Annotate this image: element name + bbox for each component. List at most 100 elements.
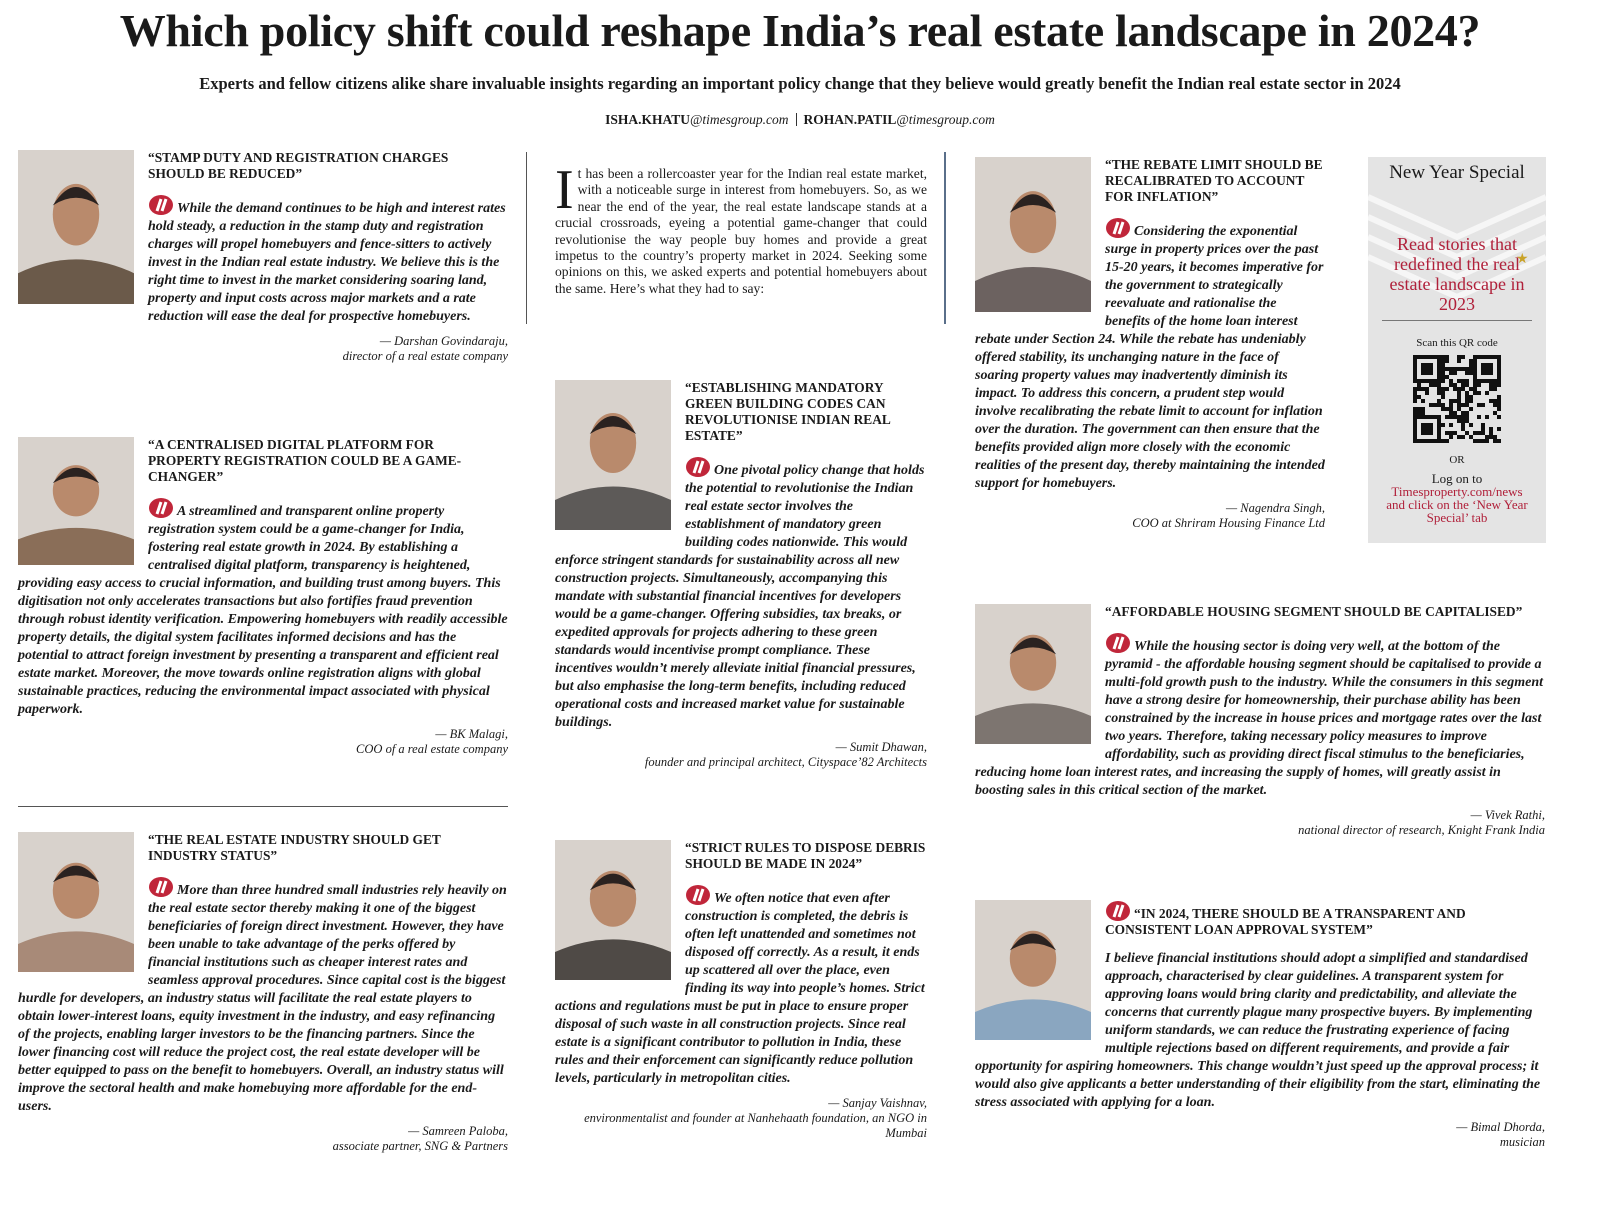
qr-cell xyxy=(1437,371,1441,375)
qr-cell xyxy=(1421,415,1425,419)
qr-cell xyxy=(1489,379,1493,383)
qr-cell xyxy=(1465,391,1469,395)
article-body: I believe financial institutions should … xyxy=(975,950,1545,1112)
photo xyxy=(975,900,1091,1040)
qr-cell xyxy=(1425,431,1429,435)
qr-cell xyxy=(1469,367,1473,371)
author-role: musician xyxy=(1499,1135,1545,1149)
author-name: — BK Malagi, xyxy=(435,727,508,741)
qr-cell xyxy=(1469,359,1473,363)
qr-cell xyxy=(1497,395,1501,399)
body-text: While the demand continues to be high an… xyxy=(148,201,506,324)
qr-cell xyxy=(1437,427,1441,431)
quote-icon xyxy=(1106,901,1130,921)
promo-title: New Year Special xyxy=(1389,162,1525,183)
qr-cell xyxy=(1421,371,1425,375)
qr-cell xyxy=(1425,391,1429,395)
qr-cell xyxy=(1445,375,1449,379)
qr-code xyxy=(1413,355,1501,443)
qr-cell xyxy=(1421,379,1425,383)
photo-body xyxy=(975,267,1091,312)
qr-cell xyxy=(1437,383,1441,387)
article-body: Considering the exponential surge in pro… xyxy=(975,217,1325,493)
qr-cell xyxy=(1469,371,1473,375)
promo-logon: Log on to xyxy=(1431,471,1483,486)
photo-body xyxy=(18,259,134,304)
promo-url[interactable]: Timesproperty.com/news xyxy=(1391,484,1523,499)
qr-cell xyxy=(1445,367,1449,371)
qr-cell xyxy=(1481,439,1485,443)
qr-cell xyxy=(1445,359,1449,363)
qr-cell xyxy=(1497,359,1501,363)
article-heading: “STAMP DUTY AND REGISTRATION CHARGES SHO… xyxy=(18,150,508,182)
qr-cell xyxy=(1465,367,1469,371)
qr-cell xyxy=(1473,431,1477,435)
qr-cell xyxy=(1465,371,1469,375)
qr-cell xyxy=(1433,355,1437,359)
qr-cell xyxy=(1497,379,1501,383)
qr-cell xyxy=(1469,399,1473,403)
heading-text: “STAMP DUTY AND REGISTRATION CHARGES SHO… xyxy=(148,150,449,181)
qr-caption: Scan this QR code xyxy=(1416,337,1498,349)
qr-cell xyxy=(1461,403,1465,407)
qr-cell xyxy=(1445,415,1449,419)
qr-cell xyxy=(1421,387,1425,391)
qr-cell xyxy=(1489,355,1493,359)
qr-cell xyxy=(1457,359,1461,363)
qr-cell xyxy=(1497,407,1501,411)
qr-cell xyxy=(1425,367,1429,371)
qr-cell xyxy=(1417,383,1421,387)
qr-cell xyxy=(1493,355,1497,359)
qr-cell xyxy=(1497,383,1501,387)
photo-body xyxy=(555,486,671,530)
qr-cell xyxy=(1477,415,1481,419)
qr-cell xyxy=(1457,407,1461,411)
photo xyxy=(18,437,134,565)
qr-cell xyxy=(1461,411,1465,415)
quote-stroke xyxy=(155,501,168,515)
qr-cell xyxy=(1473,391,1477,395)
qr-cell xyxy=(1441,403,1445,407)
qr-cell xyxy=(1469,423,1473,427)
qr-cell xyxy=(1461,435,1465,439)
qr-cell xyxy=(1437,387,1441,391)
author-role: COO of a real estate company xyxy=(356,742,508,756)
author-name: — Sumit Dhawan, xyxy=(835,740,927,754)
qr-cell xyxy=(1441,363,1445,367)
qr-cell xyxy=(1469,387,1473,391)
author-name: — Samreen Paloba, xyxy=(408,1124,508,1138)
qr-cell xyxy=(1461,427,1465,431)
qr-cell xyxy=(1421,427,1425,431)
quote-shape xyxy=(1106,218,1130,238)
qr-cell xyxy=(1485,367,1489,371)
qr-cell xyxy=(1453,411,1457,415)
qr-cell xyxy=(1485,371,1489,375)
quote-shape xyxy=(1106,901,1130,921)
qr-cell xyxy=(1477,391,1481,395)
qr-cell xyxy=(1449,403,1453,407)
qr-cell xyxy=(1449,367,1453,371)
qr-cell xyxy=(1437,367,1441,371)
qr-cell xyxy=(1485,439,1489,443)
qr-cell xyxy=(1493,379,1497,383)
photo-hair xyxy=(589,873,637,891)
qr-cell xyxy=(1441,439,1445,443)
qr-cell xyxy=(1485,363,1489,367)
article-body: More than three hundred small industries… xyxy=(18,876,508,1116)
qr-cell xyxy=(1445,355,1449,359)
qr-cell xyxy=(1469,395,1473,399)
quote-stroke xyxy=(155,880,168,894)
svg-text:★: ★ xyxy=(1516,252,1529,267)
qr-cell xyxy=(1413,391,1417,395)
chevron-pattern: ★ xyxy=(1368,194,1546,301)
qr-cell xyxy=(1453,383,1457,387)
qr-cell xyxy=(1457,435,1461,439)
qr-cell xyxy=(1489,383,1493,387)
column-rule xyxy=(526,152,527,324)
promo-text: Read stories that redefined the real est… xyxy=(1389,234,1525,314)
qr-cell xyxy=(1421,399,1425,403)
qr-cell xyxy=(1413,411,1417,415)
qr-cell xyxy=(1437,355,1441,359)
qr-cell xyxy=(1473,387,1477,391)
qr-cell xyxy=(1481,379,1485,383)
